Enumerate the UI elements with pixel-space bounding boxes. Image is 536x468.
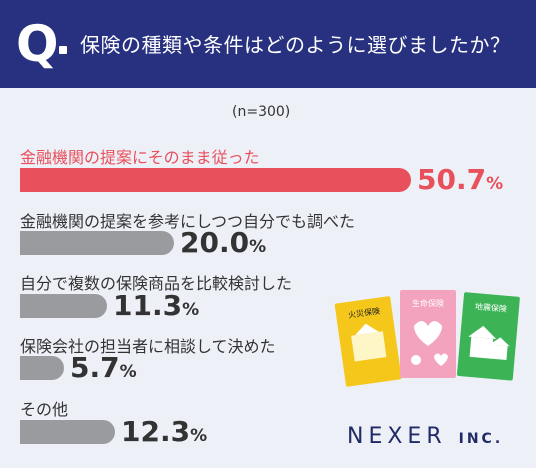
question-text: 保険の種類や条件はどのように選びましたか？: [80, 33, 511, 57]
q-letter: Q: [16, 15, 59, 73]
bar: [20, 356, 64, 380]
category-label: 自分で複数の保険商品を比較検討した: [20, 274, 293, 293]
category-label: 保険会社の担当者に相談して決めた: [20, 337, 276, 356]
sample-size-note: (n=300): [232, 104, 291, 120]
category-label: 金融機関の提案にそのまま従った: [20, 148, 260, 167]
category-label: 金融機関の提案を参考にしつつ自分でも調べた: [20, 212, 356, 231]
value-label: 50.7%: [417, 163, 504, 196]
card-label: 火災保険: [348, 306, 381, 320]
card-label: 生命保険: [412, 298, 444, 308]
value-label: 11.3%: [113, 289, 200, 322]
bar: [20, 231, 174, 255]
bar: [20, 168, 411, 192]
value-label: 5.7%: [70, 351, 137, 384]
bar: [20, 420, 115, 444]
q-dot: [59, 46, 67, 54]
question-header: Q 保険の種類や条件はどのように選びましたか？: [0, 0, 536, 88]
nexer-logo: NEXER INC.: [347, 424, 504, 449]
life-insurance-card: 生命保険: [400, 290, 456, 378]
bar: [20, 294, 107, 318]
card-label: 地震保険: [475, 301, 508, 314]
fire-insurance-card: 火災保険: [334, 296, 402, 387]
earthquake-insurance-card: 地震保険: [457, 292, 520, 381]
value-label: 12.3%: [121, 415, 208, 448]
value-label: 20.0%: [180, 226, 267, 259]
category-label: その他: [20, 400, 69, 419]
insurance-illustration: 火災保険 生命保険 地震保険: [334, 290, 520, 387]
